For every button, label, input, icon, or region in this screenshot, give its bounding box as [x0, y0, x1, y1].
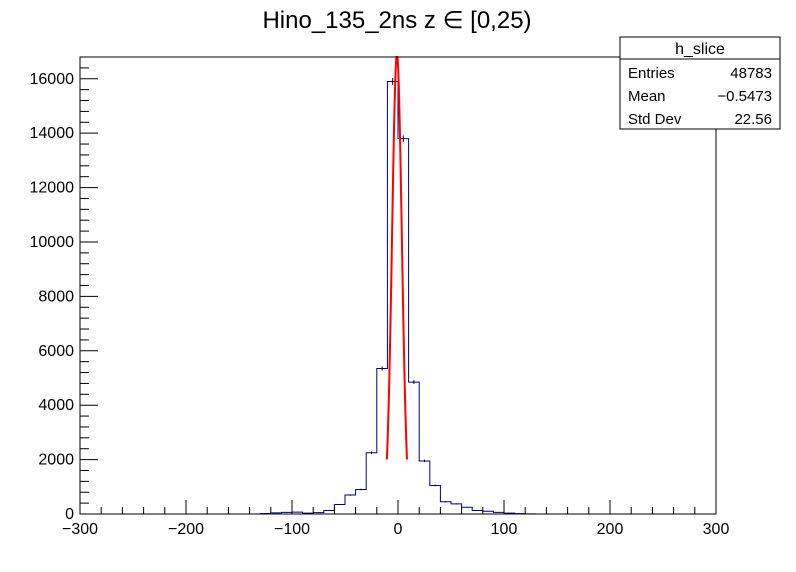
y-tick-label: 8000 — [38, 288, 74, 305]
y-tick-label: 4000 — [38, 397, 74, 414]
x-tick-label: 100 — [491, 521, 518, 538]
stats-mean-label: Mean — [628, 88, 666, 105]
x-tick-label: 300 — [703, 521, 730, 538]
stats-box: h_slice Entries 48783 Mean −0.5473 Std D… — [619, 36, 781, 130]
x-tick-label: 200 — [597, 521, 624, 538]
y-tick-label: 16000 — [30, 71, 75, 88]
x-tick-label: −100 — [274, 521, 310, 538]
stats-entries-label: Entries — [628, 65, 675, 82]
y-tick-label: 6000 — [38, 343, 74, 360]
y-tick-label: 2000 — [38, 452, 74, 469]
axes: −300 −200 −100 0 100 200 300 0 2000 4000 6000 8000 1… — [30, 56, 730, 538]
stats-stddev-value: 22.56 — [734, 111, 772, 128]
y-tick-label: 10000 — [30, 234, 75, 251]
stats-mean-value: −0.5473 — [717, 88, 772, 105]
stats-box-frame — [619, 36, 781, 130]
y-tick-label: 0 — [65, 506, 74, 523]
stats-box-title: h_slice — [675, 41, 725, 58]
stats-entries-value: 48783 — [730, 65, 772, 82]
stats-stddev-label: Std Dev — [628, 111, 682, 128]
x-tick-label: −300 — [62, 521, 98, 538]
chart-title: Hino_135_2ns z ∈ [0,25) — [262, 7, 531, 34]
y-tick-label: 14000 — [30, 125, 75, 142]
x-tick-label: 0 — [394, 521, 403, 538]
x-tick-label: −200 — [168, 521, 204, 538]
y-tick-label: 12000 — [30, 180, 75, 197]
